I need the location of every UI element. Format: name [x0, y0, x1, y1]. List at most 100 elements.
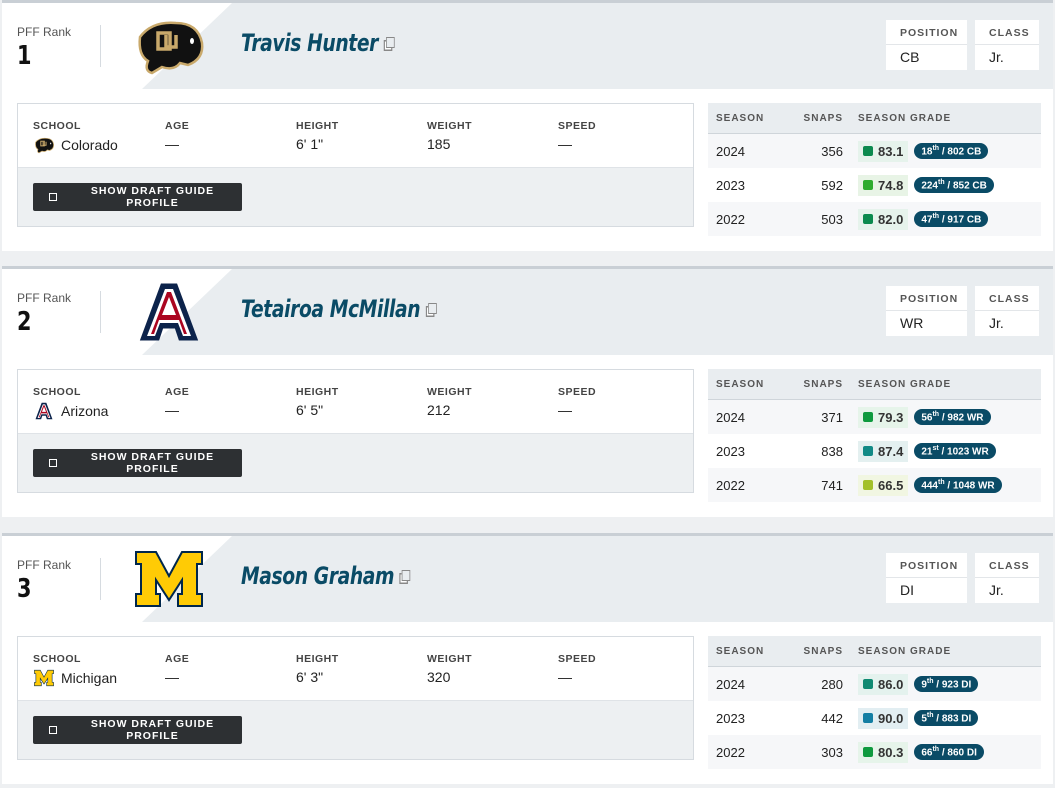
rank-number: 2 [17, 307, 32, 337]
rank: 66 [921, 747, 933, 759]
rank-suffix: st [932, 444, 939, 452]
player-name-link[interactable]: Travis Hunter [241, 29, 395, 57]
rank-suffix: th [932, 410, 940, 418]
external-link-icon[interactable] [385, 37, 395, 48]
rank-suffix: th [938, 178, 945, 186]
grade-header: SEASON GRADE [858, 378, 952, 390]
season: 2022 [716, 744, 745, 760]
speed-field: SPEED — [558, 386, 596, 418]
speed-value: — [558, 402, 572, 418]
grade-value: 87.4 [878, 443, 904, 459]
grade-color-icon [863, 180, 873, 190]
school-logo-icon [33, 669, 55, 687]
position-label: POSITION [886, 20, 967, 45]
snaps: 303 [821, 744, 843, 760]
season-grades-table: SEASON SNAPS SEASON GRADE 2024 356 83.1 18… [708, 103, 1041, 236]
height-label: HEIGHT [296, 386, 339, 398]
speed-value: — [558, 669, 572, 685]
button-label: SHOW DRAFT GUIDE PROFILE [90, 451, 215, 475]
rank-total: / 802 CB [939, 146, 982, 158]
age-field: AGE — [165, 386, 189, 418]
rank: 224 [921, 180, 938, 192]
rank-total: / 852 CB [944, 180, 987, 192]
age-label: AGE [165, 120, 190, 132]
grade-header: SEASON GRADE [858, 112, 952, 124]
rank-total: / 1048 WR [944, 480, 995, 492]
weight-field: WEIGHT 185 [427, 120, 472, 152]
player-info-panel: SCHOOL Michigan AGE — HEIGHT 6' 3" WEIGHT 320 SP… [17, 636, 694, 760]
position-rank-badge: 47th / 917 CB [914, 210, 989, 228]
season-row: 2022 303 80.3 66th / 860 DI [708, 735, 1041, 769]
external-link-icon [49, 459, 57, 467]
season-header: SEASON [716, 378, 765, 390]
height-field: HEIGHT 6' 5" [296, 386, 339, 418]
season: 2023 [716, 710, 745, 726]
rank: 21 [921, 446, 933, 458]
age-label: AGE [165, 386, 190, 398]
rank-label: PFF Rank [17, 25, 72, 39]
class-label: CLASS [975, 20, 1039, 45]
external-link-icon[interactable] [428, 303, 437, 314]
grade-badge: 79.3 [858, 406, 909, 428]
speed-label: SPEED [558, 386, 597, 398]
position-box: POSITION WR [886, 286, 967, 336]
class-value: Jr. [989, 582, 1004, 598]
snaps-header: SNAPS [803, 645, 843, 657]
speed-label: SPEED [558, 653, 597, 665]
position-rank-badge: 9th / 923 DI [914, 675, 979, 693]
rank-total: / 917 CB [939, 214, 982, 226]
season-row: 2022 503 82.0 47th / 917 CB [708, 202, 1041, 236]
position-value: WR [900, 315, 924, 331]
weight-label: WEIGHT [427, 120, 472, 132]
player-card: PFF Rank 3 Mason Graham POSITION DI CLASS… [2, 533, 1053, 784]
season-row: 2024 280 86.0 9th / 923 DI [708, 667, 1041, 701]
position-rank-badge: 56th / 982 WR [914, 408, 991, 426]
school-field: SCHOOL Colorado [33, 120, 118, 154]
position-box: POSITION DI [886, 553, 967, 603]
colorado-buffalo-logo-icon [132, 15, 206, 77]
grade-badge: 74.8 [858, 174, 909, 196]
player-card: PFF Rank 1 Travis Hunter POSITION CB CLAS… [2, 0, 1053, 251]
season: 2023 [716, 443, 745, 459]
position-rank-badge: 444th / 1048 WR [914, 476, 1002, 494]
rank-total: / 982 WR [939, 412, 984, 424]
external-link-icon[interactable] [401, 570, 411, 581]
button-label: SHOW DRAFT GUIDE PROFILE [90, 718, 215, 742]
rank-total: / 923 DI [933, 679, 972, 691]
weight-value: 212 [427, 402, 451, 418]
external-link-icon [49, 193, 57, 201]
season: 2022 [716, 477, 745, 493]
grade-badge: 90.0 [858, 707, 909, 729]
position-box: POSITION CB [886, 20, 967, 70]
player-info-panel: SCHOOL Arizona AGE — HEIGHT 6' 5" WEIGHT 212 SPE… [17, 369, 694, 493]
rank-number: 1 [17, 41, 32, 71]
rank: 56 [921, 412, 933, 424]
age-value: — [165, 136, 179, 152]
player-name-link[interactable]: Mason Graham [241, 562, 411, 590]
height-field: HEIGHT 6' 3" [296, 653, 339, 685]
rank-label: PFF Rank [17, 291, 72, 305]
school-value: Michigan [61, 670, 118, 686]
age-field: AGE — [165, 120, 189, 152]
grade-color-icon [863, 480, 873, 490]
school-logo-icon [33, 136, 55, 154]
season-header: SEASON [716, 112, 765, 124]
school-label: SCHOOL [33, 653, 81, 665]
snaps: 592 [821, 177, 843, 193]
arizona-a-logo-icon [132, 281, 206, 343]
season: 2024 [716, 409, 745, 425]
show-draft-guide-profile-button[interactable]: SHOW DRAFT GUIDE PROFILE [33, 449, 242, 477]
season-row: 2023 442 90.0 5th / 883 DI [708, 701, 1041, 735]
height-value: 6' 1" [296, 136, 324, 152]
grade-value: 83.1 [878, 143, 904, 159]
weight-value: 185 [427, 136, 451, 152]
season: 2024 [716, 143, 745, 159]
show-draft-guide-profile-button[interactable]: SHOW DRAFT GUIDE PROFILE [33, 183, 242, 211]
season-row: 2023 838 87.4 21st / 1023 WR [708, 434, 1041, 468]
grade-badge: 83.1 [858, 140, 909, 162]
show-draft-guide-profile-button[interactable]: SHOW DRAFT GUIDE PROFILE [33, 716, 242, 744]
player-name-link[interactable]: Tetairoa McMillan [241, 295, 437, 323]
position-label: POSITION [886, 286, 967, 311]
class-value: Jr. [989, 315, 1004, 331]
table-header: SEASON SNAPS SEASON GRADE [708, 636, 1041, 667]
